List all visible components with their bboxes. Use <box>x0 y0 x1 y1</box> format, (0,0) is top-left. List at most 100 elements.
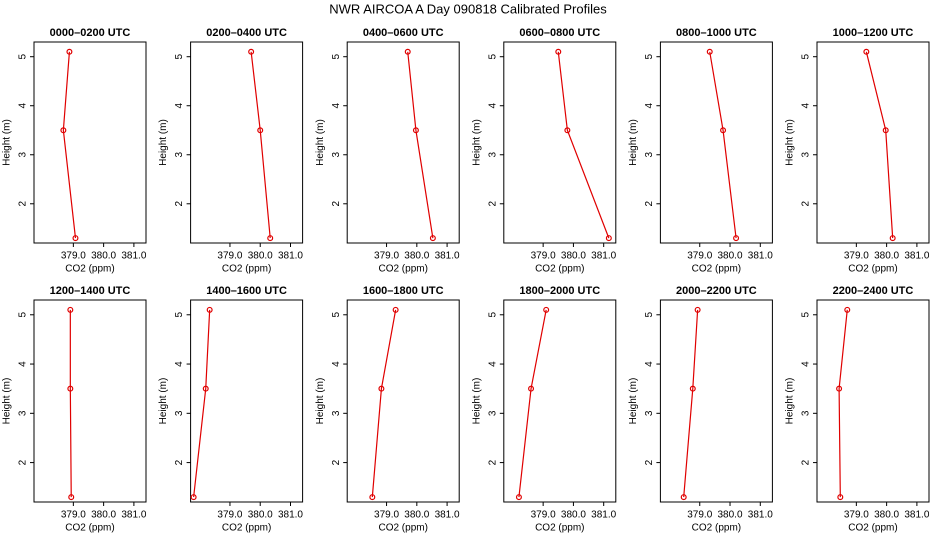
y-tick-label: 4 <box>331 103 342 109</box>
y-axis-label: Height (m) <box>785 378 796 425</box>
profile-line <box>69 309 72 498</box>
y-tick-label: 5 <box>644 53 655 59</box>
plot-frame <box>816 299 930 503</box>
profile-point <box>680 494 687 501</box>
profile-point <box>889 235 896 242</box>
profile-point <box>564 127 571 134</box>
x-axis-label: CO2 (ppm) <box>378 523 427 534</box>
profile-point <box>206 306 213 313</box>
x-tick-label: 380.0 <box>248 510 273 521</box>
y-tick-label: 4 <box>801 103 812 109</box>
panel-title: 0600–0800 UTC <box>519 27 600 39</box>
y-tick-label: 3 <box>174 152 185 158</box>
panel-title: 2200–2400 UTC <box>833 285 914 297</box>
plot-frame <box>816 41 930 244</box>
profile-point <box>257 127 264 134</box>
profile-point <box>392 306 399 313</box>
panel-title: 0200–0400 UTC <box>206 27 287 39</box>
x-axis-label: CO2 (ppm) <box>378 264 427 275</box>
profile-point <box>689 385 696 392</box>
y-tick-label: 4 <box>18 361 29 367</box>
y-tick-label: 4 <box>331 361 342 367</box>
y-tick-label: 5 <box>801 53 812 59</box>
profile-point <box>67 385 74 392</box>
profile-line <box>557 51 610 239</box>
y-tick-label: 2 <box>174 459 185 465</box>
panel-title: 2000–2200 UTC <box>676 285 757 297</box>
plot-frame <box>503 41 617 244</box>
y-tick-label: 3 <box>801 152 812 158</box>
profile-point <box>543 306 550 313</box>
profile-line <box>683 309 699 498</box>
profile-point <box>605 235 612 242</box>
y-tick-label: 4 <box>644 103 655 109</box>
x-tick-label: 380.0 <box>561 510 586 521</box>
page-title: NWR AIRCOA A Day 090818 Calibrated Profi… <box>329 1 607 16</box>
y-tick-label: 4 <box>644 361 655 367</box>
x-tick-label: 379.0 <box>531 510 556 521</box>
x-tick-label: 381.0 <box>435 510 460 521</box>
x-tick-label: 381.0 <box>591 251 616 262</box>
profile-point <box>429 235 436 242</box>
profile-point <box>694 306 701 313</box>
x-tick-label: 381.0 <box>121 251 146 262</box>
profile-point <box>733 235 740 242</box>
y-tick-label: 2 <box>644 459 655 465</box>
x-axis-label: CO2 (ppm) <box>848 264 897 275</box>
profile-point <box>882 127 889 134</box>
y-tick-label: 4 <box>174 103 185 109</box>
profile-point <box>72 235 79 242</box>
y-tick-label: 2 <box>331 459 342 465</box>
profile-point <box>369 494 376 501</box>
y-axis-label: Height (m) <box>471 119 482 166</box>
profile-point <box>844 306 851 313</box>
profile-point <box>555 48 562 55</box>
y-axis-label: Height (m) <box>628 378 639 425</box>
x-tick-label: 381.0 <box>904 251 929 262</box>
y-tick-label: 5 <box>18 312 29 318</box>
x-axis-label: CO2 (ppm) <box>535 264 584 275</box>
y-axis-label: Height (m) <box>2 119 13 166</box>
x-axis-label: CO2 (ppm) <box>535 523 584 534</box>
y-tick-label: 2 <box>644 201 655 207</box>
y-axis-label: Height (m) <box>315 378 326 425</box>
panel-title: 1600–1800 UTC <box>363 285 444 297</box>
x-tick-label: 379.0 <box>61 510 86 521</box>
x-tick-label: 381.0 <box>748 251 773 262</box>
y-tick-label: 5 <box>174 312 185 318</box>
x-tick-label: 379.0 <box>61 251 86 262</box>
panel-title: 0000–0200 UTC <box>50 27 131 39</box>
y-tick-label: 3 <box>331 152 342 158</box>
x-tick-label: 381.0 <box>278 510 303 521</box>
y-axis-label: Height (m) <box>158 119 169 166</box>
y-axis-label: Height (m) <box>158 378 169 425</box>
x-axis-label: CO2 (ppm) <box>848 523 897 534</box>
profile-line <box>865 51 894 239</box>
profile-point <box>68 494 75 501</box>
x-tick-label: 381.0 <box>748 510 773 521</box>
x-tick-label: 380.0 <box>561 251 586 262</box>
x-tick-label: 379.0 <box>687 510 712 521</box>
y-tick-label: 5 <box>18 53 29 59</box>
profile-point <box>267 235 274 242</box>
x-tick-label: 380.0 <box>874 251 899 262</box>
x-axis-label: CO2 (ppm) <box>692 264 741 275</box>
profile-point <box>863 48 870 55</box>
profile-point <box>404 48 411 55</box>
panel-title: 1800–2000 UTC <box>519 285 600 297</box>
profile-point <box>528 385 535 392</box>
y-tick-label: 3 <box>487 410 498 416</box>
y-tick-label: 5 <box>331 312 342 318</box>
y-tick-label: 2 <box>487 459 498 465</box>
profile-point <box>66 48 73 55</box>
y-tick-label: 5 <box>801 312 812 318</box>
plot-frame <box>33 41 147 244</box>
y-tick-label: 3 <box>487 152 498 158</box>
y-axis-label: Height (m) <box>315 119 326 166</box>
y-tick-label: 5 <box>487 53 498 59</box>
profile-point <box>202 385 209 392</box>
y-tick-label: 2 <box>18 459 29 465</box>
profile-point <box>515 494 522 501</box>
plot-frame <box>33 299 147 503</box>
